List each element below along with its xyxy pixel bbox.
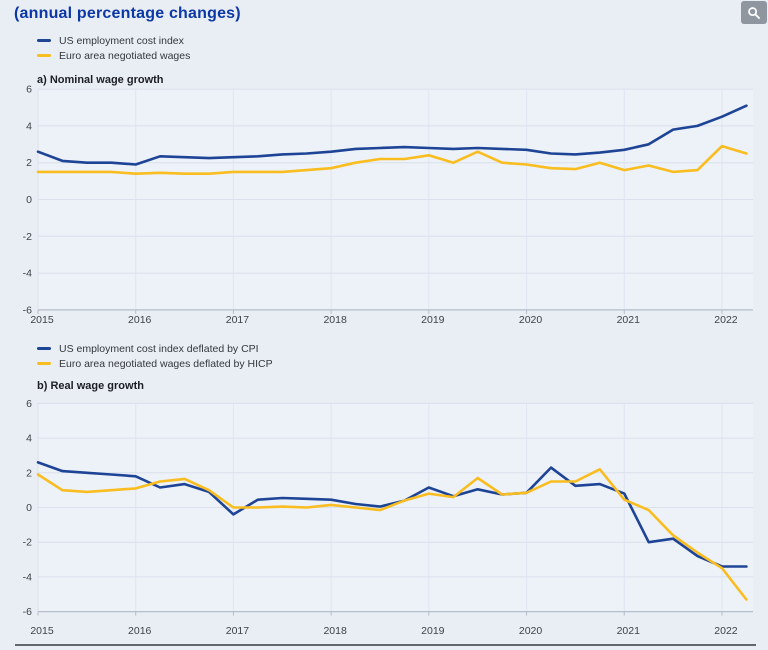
legend-label-euro-deflated: Euro area negotiated wages deflated by H… xyxy=(59,357,273,370)
y-tick-label: -2 xyxy=(23,537,32,549)
x-tick-label: 2017 xyxy=(226,314,250,326)
x-tick-label: 2020 xyxy=(519,625,543,637)
series-line xyxy=(36,468,748,601)
x-tick-label: 2016 xyxy=(128,314,152,326)
x-tick-label: 2016 xyxy=(128,625,152,637)
euro-line-marker xyxy=(37,362,51,365)
x-tick-label: 2018 xyxy=(323,625,347,637)
y-tick-label: -6 xyxy=(23,606,32,618)
y-tick-label: 2 xyxy=(26,467,32,479)
legend-item: Euro area negotiated wages deflated by H… xyxy=(37,356,273,371)
series-line xyxy=(36,144,748,175)
y-tick-label: 6 xyxy=(26,85,32,96)
x-tick-label: 2022 xyxy=(714,625,738,637)
legend-label-us: US employment cost index xyxy=(59,34,184,47)
x-tick-label: 2021 xyxy=(617,625,641,637)
series-line xyxy=(36,104,748,166)
y-tick-label: -6 xyxy=(23,304,32,316)
y-tick-label: 4 xyxy=(26,433,32,445)
y-tick-label: -2 xyxy=(23,231,32,243)
y-tick-label: 4 xyxy=(26,120,32,132)
x-tick-label: 2022 xyxy=(714,314,738,326)
y-tick-label: -4 xyxy=(23,268,32,280)
legend-item: Euro area negotiated wages xyxy=(37,48,190,63)
page-title: (annual percentage changes) xyxy=(14,5,241,22)
y-tick-label: 0 xyxy=(26,194,32,206)
legend-nominal: US employment cost index Euro area negot… xyxy=(37,33,190,63)
x-tick-label: 2021 xyxy=(617,314,641,326)
us-line-marker xyxy=(37,347,51,350)
legend-real: US employment cost index deflated by CPI… xyxy=(37,341,273,371)
legend-item: US employment cost index deflated by CPI xyxy=(37,341,273,356)
zoom-button[interactable] xyxy=(741,1,767,24)
x-tick-label: 2015 xyxy=(30,314,54,326)
x-tick-label: 2019 xyxy=(421,314,445,326)
y-tick-label: -4 xyxy=(23,571,32,583)
magnifier-icon xyxy=(747,6,761,20)
legend-item: US employment cost index xyxy=(37,33,190,48)
x-tick-label: 2017 xyxy=(226,625,250,637)
euro-line-marker xyxy=(37,54,51,57)
x-tick-label: 2015 xyxy=(30,625,54,637)
x-tick-label: 2019 xyxy=(421,625,445,637)
section-title-real: b) Real wage growth xyxy=(37,380,144,392)
x-tick-label: 2020 xyxy=(519,314,543,326)
y-tick-label: 2 xyxy=(26,157,32,169)
section-title-nominal: a) Nominal wage growth xyxy=(37,74,164,86)
legend-label-us-deflated: US employment cost index deflated by CPI xyxy=(59,342,259,355)
chart-canvas-real: 6 4 2 0 -2 -4 -6 2015 2016 2017 2018 2019 2020 2021 20… xyxy=(23,398,753,637)
bottom-divider xyxy=(15,644,756,646)
y-tick-label: 6 xyxy=(26,398,32,410)
y-tick-label: 0 xyxy=(26,502,32,514)
legend-label-euro: Euro area negotiated wages xyxy=(59,49,191,62)
x-tick-label: 2018 xyxy=(323,314,347,326)
us-line-marker xyxy=(37,39,51,42)
